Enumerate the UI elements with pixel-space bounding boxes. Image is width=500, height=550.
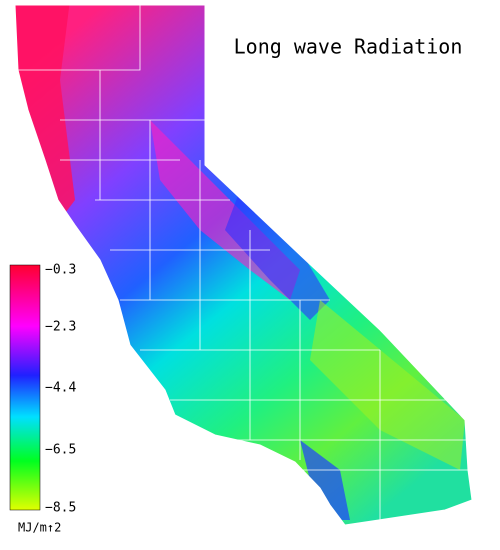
county-borders xyxy=(15,5,470,520)
legend-label: −4.4 xyxy=(45,381,76,396)
legend-unit: MJ/m↑2 xyxy=(18,521,61,535)
color-bar xyxy=(9,264,41,511)
legend-label: −6.5 xyxy=(45,443,76,458)
map-title: Long wave Radiation xyxy=(234,35,463,59)
legend-label: −0.3 xyxy=(45,263,76,278)
legend-label: −2.3 xyxy=(45,320,76,335)
legend-label: −8.5 xyxy=(45,501,76,516)
